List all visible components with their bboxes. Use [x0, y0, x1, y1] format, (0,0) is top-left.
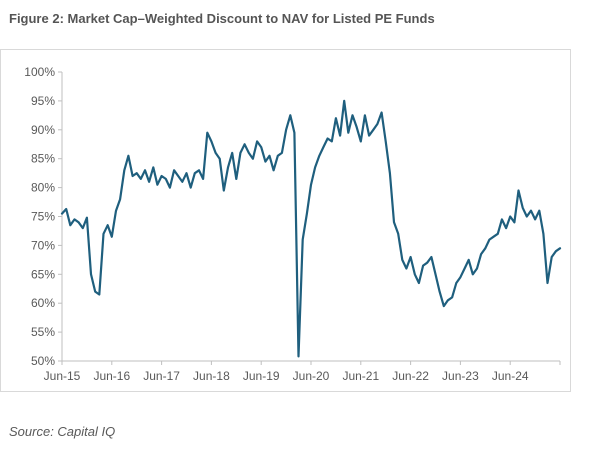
- y-tick-label: 60%: [31, 296, 55, 310]
- x-tick-label: Jun-18: [193, 369, 230, 383]
- y-tick-label: 70%: [31, 238, 55, 252]
- y-tick-label: 55%: [31, 325, 55, 339]
- series-line-1: [60, 99, 562, 358]
- x-tick-label: Jun-16: [93, 369, 130, 383]
- y-tick-label: 80%: [31, 181, 55, 195]
- source-note: Source: Capital IQ: [9, 424, 116, 439]
- x-tick-label: Jun-19: [243, 369, 280, 383]
- line-chart: 50% 55% 60% 65% 70% 75% 80% 85% 90% 95% 100% Jun-1…: [24, 65, 562, 383]
- x-tick-label: Jun-23: [442, 369, 479, 383]
- y-tick-label: 100%: [24, 65, 55, 79]
- x-tick-label: Jun-24: [492, 369, 529, 383]
- y-axis: 50% 55% 60% 65% 70% 75% 80% 85% 90% 95% 100%: [24, 65, 63, 368]
- plot-area: [60, 99, 562, 358]
- x-tick-label: Jun-17: [143, 369, 180, 383]
- y-tick-label: 95%: [31, 94, 55, 108]
- y-tick-label: 85%: [31, 152, 55, 166]
- x-tick-label: Jun-15: [44, 369, 81, 383]
- y-tick-label: 65%: [31, 267, 55, 281]
- y-tick-label: 50%: [31, 354, 55, 368]
- chart-title: Figure 2: Market Cap–Weighted Discount t…: [9, 11, 435, 26]
- x-tick-label: Jun-21: [342, 369, 379, 383]
- x-tick-label: Jun-22: [392, 369, 429, 383]
- x-axis: Jun-15 Jun-16 Jun-17 Jun-18 Jun-19 Jun-20 Jun-…: [44, 360, 561, 383]
- chart-frame: 50% 55% 60% 65% 70% 75% 80% 85% 90% 95% 100% Jun-1…: [0, 49, 571, 392]
- y-tick-label: 75%: [31, 210, 55, 224]
- y-tick-label: 90%: [31, 123, 55, 137]
- x-tick-label: Jun-20: [293, 369, 330, 383]
